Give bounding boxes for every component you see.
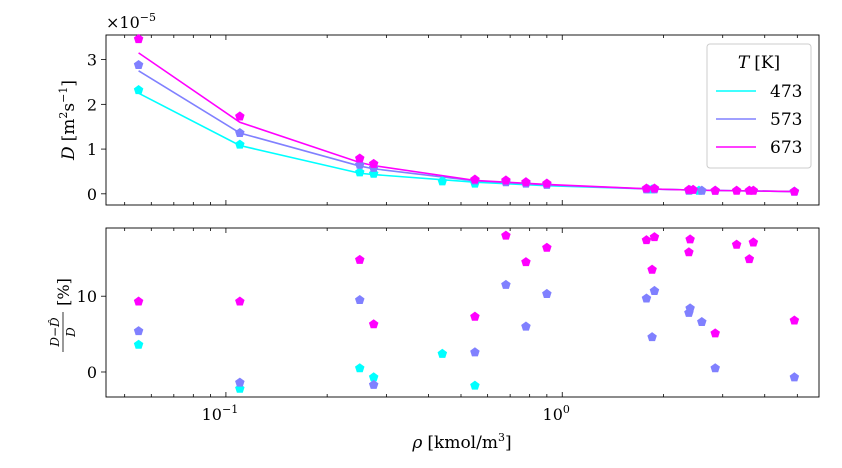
data-point-473 [355,167,365,177]
top-y-ticks: 0 1 2 3 [87,51,106,204]
y-tick-label: 0 [87,185,97,204]
series-line-673 [138,52,795,193]
data-point-573 [133,59,144,70]
top-series-points [133,34,800,196]
error-point-673 [470,311,480,321]
data-point-673 [235,111,245,121]
data-point-673 [641,183,652,193]
legend-label-573: 573 [770,110,802,130]
top-x-ticks [124,35,798,205]
x-tick-label: 100 [543,403,570,424]
y-label-unit: [%] [54,278,73,306]
error-point-573 [641,293,652,303]
error-point-473 [437,348,448,358]
error-point-673 [731,239,742,249]
error-point-673 [710,328,720,338]
error-point-473 [355,363,365,373]
error-point-673 [355,254,365,264]
x-tick-label: 10−1 [202,403,239,424]
legend-title: T [K] [738,53,780,73]
error-point-673 [789,315,800,325]
legend-frame [706,43,812,169]
error-point-573 [501,279,511,289]
y-multiplier: ×10−5 [106,11,156,32]
y-tick-label: 0 [87,363,97,382]
data-point-673 [368,158,379,168]
data-point-673 [470,174,480,184]
error-point-573 [649,285,660,295]
error-point-673 [501,230,511,240]
error-point-673 [235,296,245,306]
y-tick-label: 2 [87,95,97,114]
data-point-673 [521,177,531,187]
data-point-573 [235,127,245,138]
error-point-573 [368,379,379,389]
y-tick-label: 3 [87,51,97,70]
data-point-473 [437,176,448,186]
bottom-y-ticks: 0 10 [77,287,106,382]
bottom-axes-frame [105,227,820,398]
data-point-673 [710,185,720,195]
error-point-573 [542,288,552,298]
y-tick-label: 1 [87,140,97,159]
data-point-673 [688,184,698,194]
legend: T [K] 473 573 673 [706,43,812,169]
error-point-673 [649,232,660,242]
top-panel: 0 1 2 3 ×10−5 D[m2s−1] T [K] 473 573 673 [57,11,820,206]
data-point-673 [133,34,144,44]
data-point-673 [731,185,742,195]
error-point-573 [133,326,144,336]
error-point-573 [697,316,707,327]
error-point-473 [133,339,144,349]
legend-label-473: 473 [770,82,802,102]
error-point-673 [133,296,144,306]
data-point-473 [235,139,245,149]
top-axes-frame [105,34,820,206]
error-point-673 [647,264,657,274]
error-point-473 [368,372,379,382]
error-point-673 [641,235,652,245]
data-point-573 [697,185,707,195]
top-series-lines [138,52,795,193]
error-point-573 [521,321,531,331]
error-point-673 [368,319,379,329]
error-point-573 [355,295,365,305]
data-point-673 [501,175,511,185]
data-point-673 [789,186,800,196]
data-point-673 [649,183,660,193]
y-label-fraction-num: D−D̂ [47,317,62,348]
error-point-573 [685,303,695,313]
data-point-673 [355,153,365,163]
legend-label-673: 673 [770,138,802,158]
y-label-fraction-den: D [64,327,78,338]
error-point-573 [235,377,245,387]
error-point-473 [470,380,480,390]
top-y-axis-label: D[m2s−1] [57,80,79,161]
data-point-473 [133,85,144,95]
error-point-673 [684,247,694,257]
error-point-573 [647,332,657,342]
bottom-y-axis-label: D−D̂ D [%] [47,278,78,352]
bottom-x-ticks: 10−1 100 [124,228,798,424]
error-point-573 [710,363,720,373]
error-point-673 [748,237,759,247]
error-point-673 [685,234,695,244]
error-point-673 [542,242,552,252]
y-tick-label: 10 [77,287,97,306]
error-point-573 [470,347,480,357]
error-point-673 [744,254,755,264]
data-point-673 [748,185,759,195]
data-point-673 [542,178,552,188]
error-point-673 [521,257,531,267]
bottom-series-points [133,230,800,393]
error-point-573 [789,372,800,382]
bottom-panel: 10−1 100 0 10 D−D̂ D [%] ρ [kmol/m3] [47,227,820,453]
x-axis-label: ρ [kmol/m3] [411,431,511,453]
